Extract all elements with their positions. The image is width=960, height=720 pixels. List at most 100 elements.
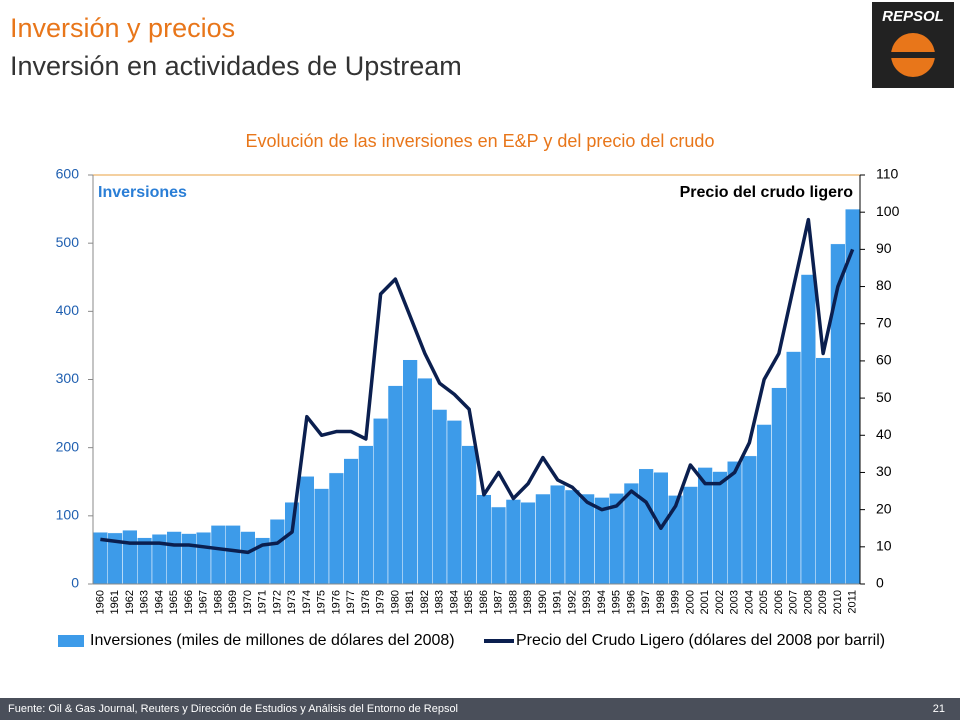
- legend-swatch: [58, 635, 84, 647]
- x-tick-label: 1966: [183, 590, 195, 614]
- x-tick-label: 1996: [625, 590, 637, 614]
- bar: [210, 525, 226, 585]
- legend-label: Inversiones (miles de millones de dólare…: [90, 632, 455, 649]
- x-tick-label: 2001: [699, 590, 711, 614]
- bar: [225, 525, 241, 585]
- bar: [786, 351, 802, 585]
- y2-tick-label: 100: [876, 203, 900, 219]
- bar: [771, 387, 787, 585]
- x-tick-label: 2008: [802, 590, 814, 614]
- bar: [550, 484, 566, 585]
- bar: [579, 493, 595, 585]
- x-tick-label: 1998: [655, 590, 667, 614]
- x-tick-label: 1995: [611, 590, 623, 614]
- bar: [830, 243, 846, 585]
- x-tick-label: 1975: [316, 590, 328, 614]
- x-tick-label: 2011: [847, 590, 859, 614]
- footer-bar: [0, 698, 960, 720]
- y2-tick-label: 10: [876, 538, 892, 554]
- y2-tick-label: 20: [876, 500, 892, 516]
- bar: [166, 531, 182, 585]
- x-tick-label: 2009: [817, 590, 829, 614]
- x-tick-label: 1970: [242, 590, 254, 614]
- bar: [196, 531, 212, 585]
- x-tick-label: 1986: [478, 590, 490, 614]
- chart-title: Evolución de las inversiones en E&P y de…: [246, 131, 715, 151]
- bar: [712, 471, 728, 585]
- bar: [476, 494, 492, 585]
- bar: [122, 529, 138, 585]
- x-tick-label: 1994: [596, 590, 608, 614]
- x-tick-label: 1971: [257, 590, 269, 614]
- x-tick-label: 1987: [493, 590, 505, 614]
- logo: REPSOL: [872, 2, 954, 88]
- x-tick-label: 2002: [714, 590, 726, 614]
- bar: [299, 476, 315, 585]
- bar: [314, 488, 330, 585]
- bar: [520, 501, 536, 585]
- bar: [269, 518, 285, 585]
- bar: [446, 420, 462, 585]
- y2-tick-label: 0: [876, 575, 884, 591]
- x-tick-label: 1999: [670, 590, 682, 614]
- bar: [343, 458, 359, 585]
- logo-stripe: [888, 52, 938, 58]
- logo-text: REPSOL: [882, 8, 944, 25]
- y2-label: Precio del crudo ligero: [680, 184, 854, 201]
- bar: [417, 377, 433, 585]
- x-tick-label: 2006: [773, 590, 785, 614]
- page-number: 21: [933, 703, 945, 715]
- legend-label: Precio del Crudo Ligero (dólares del 200…: [516, 632, 885, 649]
- y2-tick-label: 110: [876, 166, 899, 182]
- bar: [328, 472, 344, 585]
- bar: [491, 506, 507, 585]
- slide-subtitle: Inversión en actividades de Upstream: [10, 51, 462, 81]
- x-tick-label: 2000: [684, 590, 696, 614]
- x-tick-label: 1973: [286, 590, 298, 614]
- x-tick-label: 1965: [168, 590, 180, 614]
- x-tick-label: 1982: [419, 590, 431, 614]
- x-tick-label: 1967: [198, 590, 210, 614]
- price-line: [100, 217, 855, 555]
- x-tick-label: 2003: [729, 590, 741, 614]
- x-tick-label: 1960: [94, 590, 106, 614]
- y-tick-label: 200: [56, 438, 80, 454]
- bar: [800, 274, 816, 585]
- x-tick-label: 2007: [788, 590, 800, 614]
- x-tick-label: 1976: [330, 590, 342, 614]
- y-tick-label: 600: [56, 166, 80, 182]
- x-tick-label: 1989: [522, 590, 534, 614]
- bar: [461, 445, 477, 585]
- x-tick-label: 1984: [448, 590, 460, 614]
- bar: [756, 424, 772, 585]
- y2-tick-label: 30: [876, 463, 892, 479]
- x-tick-label: 1962: [124, 590, 136, 614]
- x-tick-label: 1997: [640, 590, 652, 614]
- bar: [402, 359, 418, 585]
- x-tick-label: 1968: [212, 590, 224, 614]
- bar: [535, 493, 551, 585]
- footer-source: Fuente: Oil & Gas Journal, Reuters y Dir…: [8, 703, 458, 715]
- bar: [387, 385, 403, 585]
- x-tick-label: 2005: [758, 590, 770, 614]
- bar: [682, 486, 698, 585]
- y-tick-label: 400: [56, 302, 80, 318]
- y2-tick-label: 70: [876, 314, 892, 330]
- y2-tick-label: 80: [876, 277, 892, 293]
- bar: [741, 455, 757, 585]
- y-tick-label: 100: [56, 507, 80, 523]
- x-tick-label: 1969: [227, 590, 239, 614]
- bar: [727, 461, 743, 585]
- x-tick-label: 1981: [404, 590, 416, 614]
- bar: [564, 489, 580, 585]
- y-tick-label: 500: [56, 234, 80, 250]
- y2-tick-label: 60: [876, 352, 892, 368]
- x-tick-label: 1988: [507, 590, 519, 614]
- x-tick-label: 1978: [360, 590, 372, 614]
- bar: [505, 499, 521, 585]
- x-tick-label: 1993: [581, 590, 593, 614]
- bar: [358, 445, 374, 585]
- bar: [284, 501, 300, 585]
- x-tick-label: 1985: [463, 590, 475, 614]
